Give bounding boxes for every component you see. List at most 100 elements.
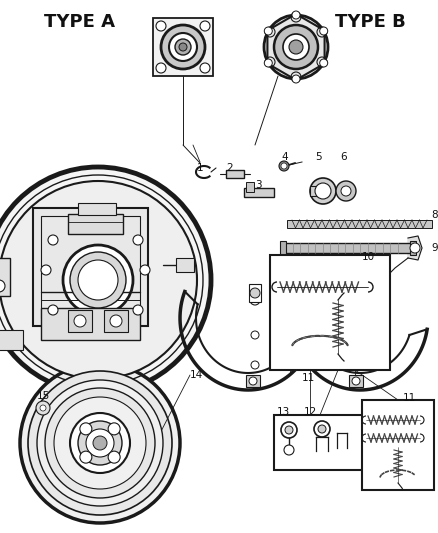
Text: 15: 15 bbox=[36, 391, 49, 401]
Bar bbox=[283, 243, 413, 253]
Bar bbox=[33, 208, 148, 326]
Circle shape bbox=[279, 161, 289, 171]
Circle shape bbox=[281, 163, 287, 169]
Circle shape bbox=[283, 34, 309, 60]
Bar bbox=[244, 188, 274, 197]
Bar bbox=[350, 284, 362, 302]
Circle shape bbox=[310, 178, 336, 204]
Circle shape bbox=[320, 27, 328, 35]
Bar bbox=[153, 18, 213, 76]
Circle shape bbox=[78, 421, 122, 465]
Bar bbox=[274, 415, 366, 470]
Circle shape bbox=[0, 167, 211, 393]
Circle shape bbox=[140, 265, 150, 275]
Circle shape bbox=[289, 40, 303, 54]
Circle shape bbox=[317, 27, 327, 37]
Circle shape bbox=[169, 33, 197, 61]
Circle shape bbox=[108, 451, 120, 463]
Circle shape bbox=[70, 413, 130, 473]
Bar bbox=[287, 220, 432, 228]
Bar bbox=[362, 400, 434, 490]
Circle shape bbox=[318, 425, 326, 433]
Circle shape bbox=[0, 280, 5, 292]
Circle shape bbox=[291, 12, 301, 22]
Circle shape bbox=[251, 331, 259, 339]
Circle shape bbox=[179, 43, 187, 51]
Circle shape bbox=[36, 401, 50, 415]
Circle shape bbox=[156, 63, 166, 73]
Circle shape bbox=[40, 405, 46, 411]
Polygon shape bbox=[408, 236, 422, 260]
Text: 12: 12 bbox=[304, 407, 317, 417]
Circle shape bbox=[45, 388, 155, 498]
Circle shape bbox=[264, 15, 328, 79]
Circle shape bbox=[292, 75, 300, 83]
Text: 3: 3 bbox=[254, 180, 261, 190]
Circle shape bbox=[156, 21, 166, 31]
Circle shape bbox=[274, 25, 318, 69]
Circle shape bbox=[80, 451, 92, 463]
Circle shape bbox=[314, 421, 330, 437]
Circle shape bbox=[410, 243, 420, 253]
Circle shape bbox=[284, 445, 294, 455]
Circle shape bbox=[20, 363, 180, 523]
Circle shape bbox=[320, 59, 328, 67]
Bar bbox=[176, 258, 194, 272]
Circle shape bbox=[264, 59, 272, 67]
Circle shape bbox=[251, 361, 259, 369]
Circle shape bbox=[285, 426, 293, 434]
Circle shape bbox=[133, 235, 143, 245]
Circle shape bbox=[292, 11, 300, 19]
Circle shape bbox=[74, 315, 86, 327]
Circle shape bbox=[265, 27, 275, 37]
Bar bbox=[0, 330, 23, 350]
Circle shape bbox=[93, 436, 107, 450]
Circle shape bbox=[48, 305, 58, 315]
Circle shape bbox=[108, 423, 120, 435]
Circle shape bbox=[250, 288, 260, 298]
Circle shape bbox=[336, 181, 356, 201]
Text: 10: 10 bbox=[361, 252, 374, 262]
Bar bbox=[78, 203, 116, 215]
Bar bbox=[41, 308, 140, 340]
Text: 2: 2 bbox=[227, 163, 233, 173]
Circle shape bbox=[265, 57, 275, 67]
Circle shape bbox=[37, 380, 163, 506]
Circle shape bbox=[48, 235, 58, 245]
Bar bbox=[246, 182, 254, 192]
Circle shape bbox=[70, 252, 126, 308]
Circle shape bbox=[317, 57, 327, 67]
Circle shape bbox=[200, 21, 210, 31]
Circle shape bbox=[291, 72, 301, 82]
Circle shape bbox=[351, 288, 361, 298]
Bar bbox=[270, 255, 390, 370]
Text: 11: 11 bbox=[301, 373, 314, 383]
Text: 9: 9 bbox=[432, 243, 438, 253]
Circle shape bbox=[264, 27, 272, 35]
Bar bbox=[68, 214, 123, 234]
Text: TYPE B: TYPE B bbox=[335, 13, 406, 31]
Circle shape bbox=[250, 295, 260, 305]
Circle shape bbox=[41, 265, 51, 275]
Circle shape bbox=[315, 183, 331, 199]
Circle shape bbox=[175, 39, 191, 55]
Bar bbox=[310, 186, 322, 196]
Circle shape bbox=[200, 63, 210, 73]
Bar bbox=[68, 310, 92, 332]
Bar bbox=[246, 375, 260, 387]
Circle shape bbox=[351, 361, 359, 369]
Bar bbox=[226, 170, 244, 178]
Circle shape bbox=[28, 371, 172, 515]
Circle shape bbox=[63, 245, 133, 315]
Circle shape bbox=[133, 305, 143, 315]
Bar bbox=[104, 310, 128, 332]
Text: 4: 4 bbox=[282, 152, 288, 162]
Circle shape bbox=[161, 25, 205, 69]
Circle shape bbox=[351, 331, 359, 339]
Circle shape bbox=[110, 315, 122, 327]
Text: TYPE A: TYPE A bbox=[45, 13, 116, 31]
Circle shape bbox=[249, 377, 257, 385]
Text: 8: 8 bbox=[432, 210, 438, 220]
Circle shape bbox=[341, 186, 351, 196]
Circle shape bbox=[86, 429, 114, 457]
